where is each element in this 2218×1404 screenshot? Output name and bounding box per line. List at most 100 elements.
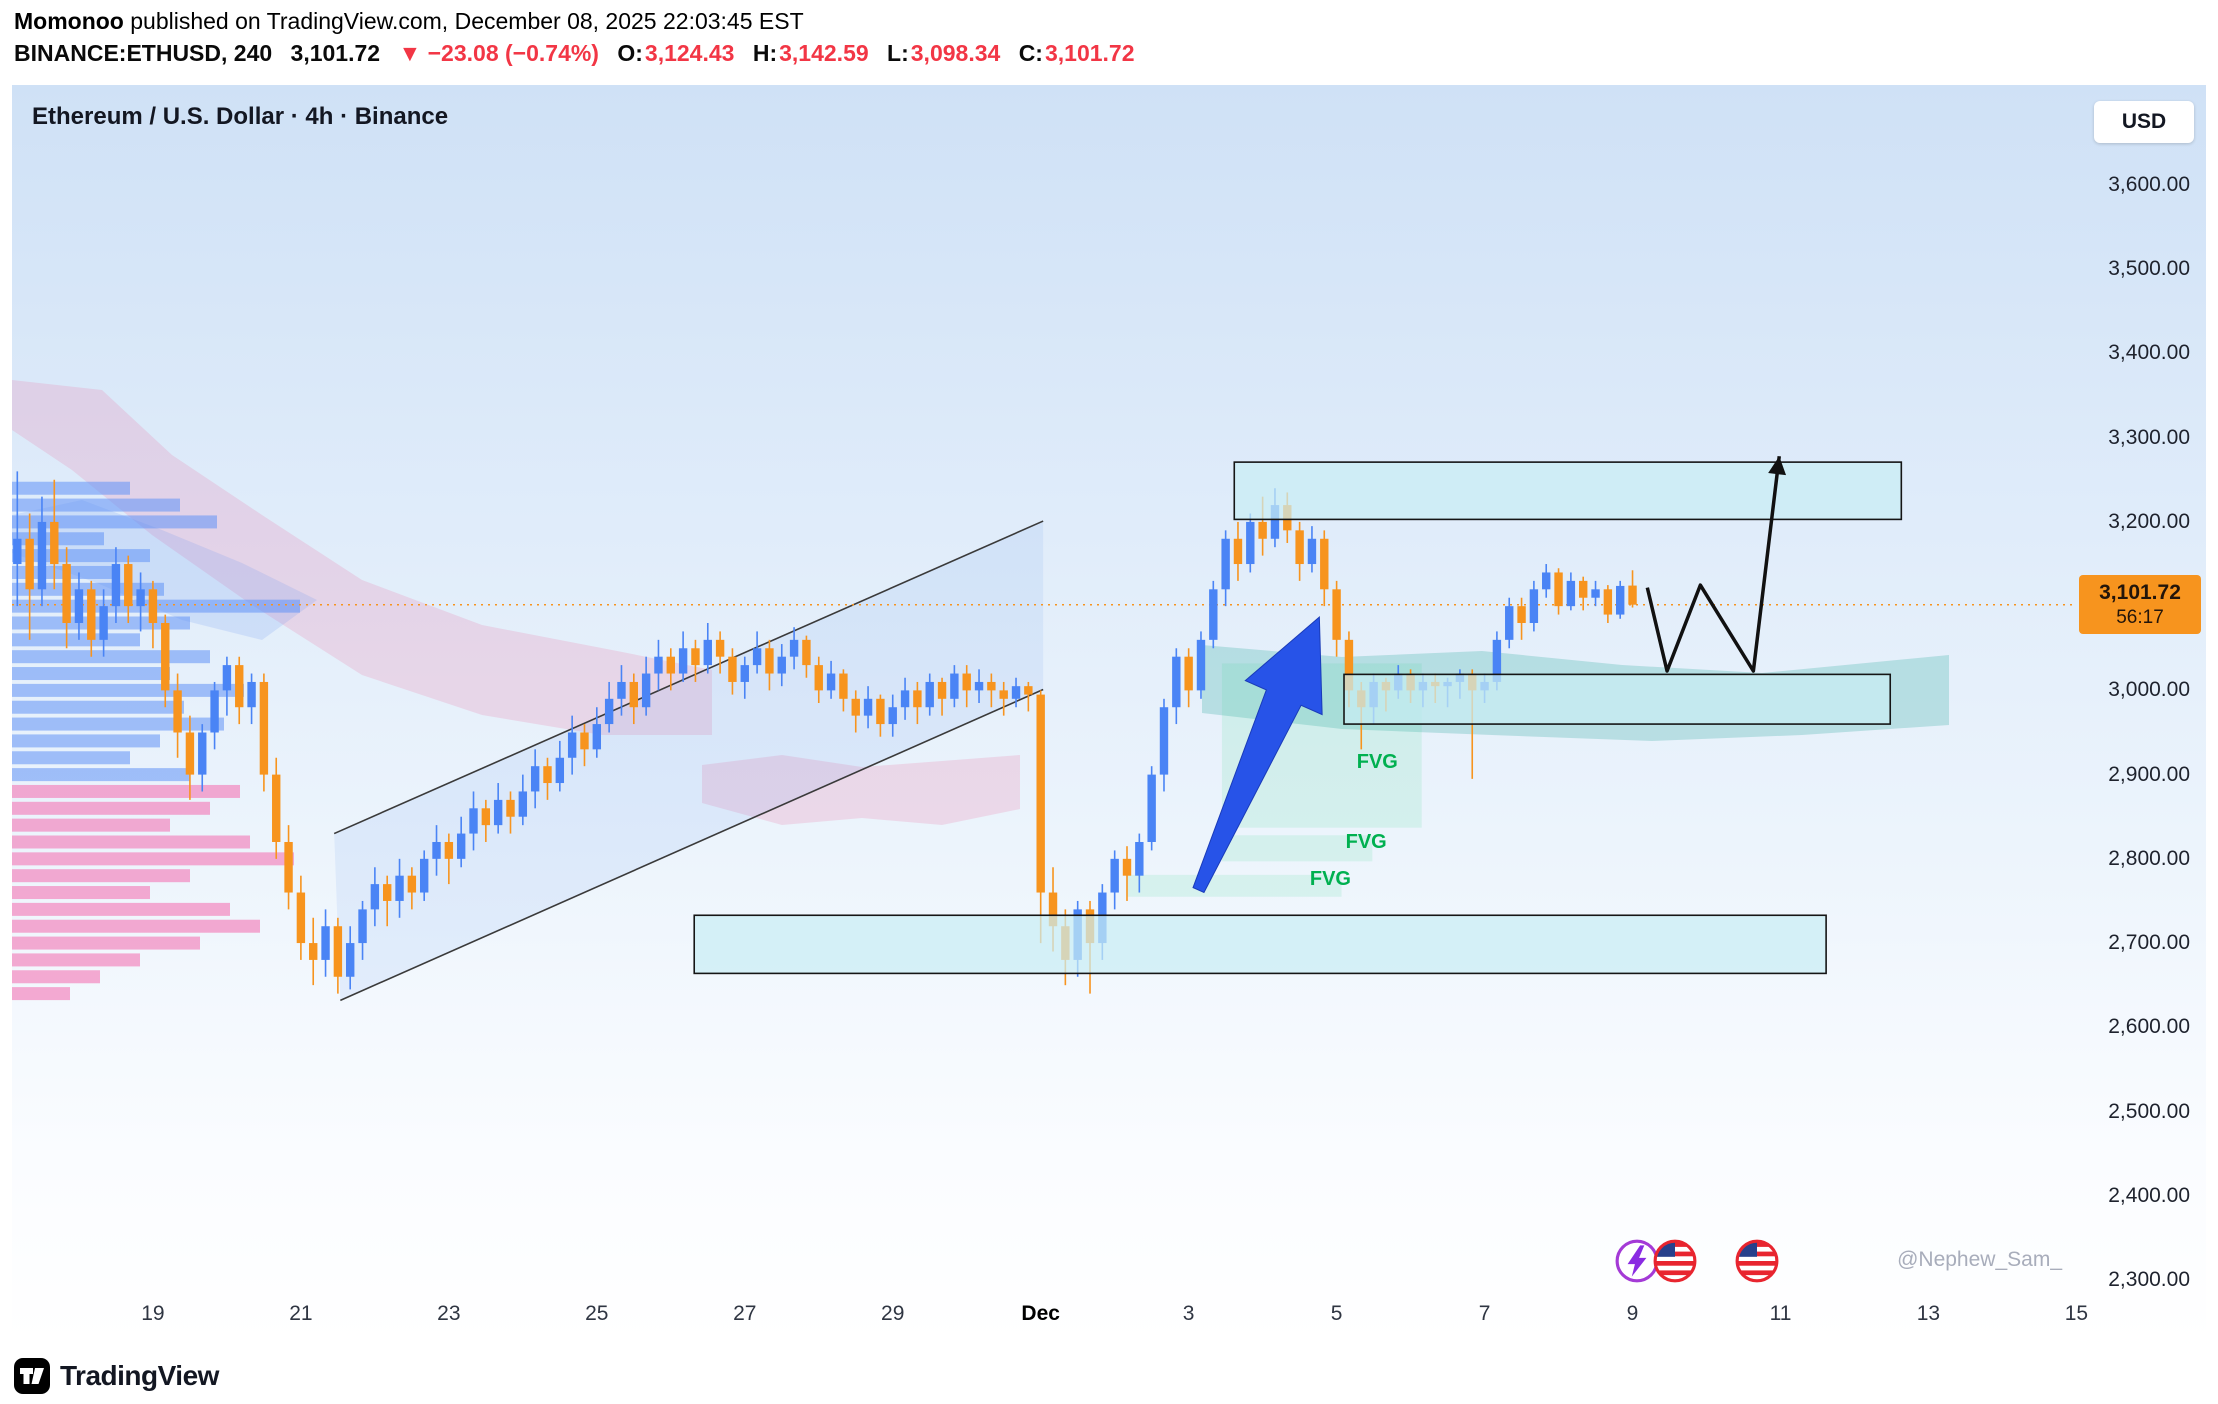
volume-profile-bar: [12, 818, 170, 832]
ichimoku-cloud-pink: [12, 380, 712, 735]
candle-body: [752, 648, 762, 666]
candle-body: [604, 698, 614, 725]
candle-body: [1603, 589, 1613, 615]
time-axis-label: 3: [1182, 1302, 1195, 1325]
us-flag-emoji-icon: [1652, 1238, 1698, 1284]
candle-body: [481, 808, 491, 826]
candle-body: [37, 521, 47, 590]
price-axis-label: 2,400.00: [2108, 1183, 2190, 1207]
candle-body: [826, 673, 836, 691]
price-axis-label: 3,500.00: [2108, 257, 2190, 281]
candle-body: [161, 622, 170, 691]
candle-body: [198, 732, 207, 775]
time-axis-label: 9: [1626, 1302, 1639, 1325]
price-chart-canvas[interactable]: FVG FVG FVG @Nephew_Sam_: [12, 85, 2076, 1288]
volume-profile-bar: [12, 869, 190, 883]
publish-info-text: published on TradingView.com, December 0…: [123, 8, 804, 34]
candle-body: [432, 841, 441, 859]
candle-body: [124, 564, 133, 607]
time-axis-label: 13: [1916, 1302, 1941, 1325]
volume-profile-bar: [12, 751, 130, 765]
candle-body: [321, 926, 330, 960]
candle-body: [974, 681, 984, 691]
candle-body: [1554, 572, 1563, 607]
fvg-zone: [1127, 874, 1342, 897]
candle-body: [937, 681, 947, 699]
time-axis[interactable]: 19 21 23 25 27 29 Dec 3 5 7 9 11 13 15: [12, 1288, 2088, 1343]
us-flag-emoji-icon: [1734, 1238, 1780, 1284]
candle-body: [25, 538, 34, 590]
price-axis-label: 3,400.00: [2108, 341, 2190, 365]
candle-body: [592, 724, 602, 750]
candle-body: [1184, 656, 1193, 691]
candle-body: [814, 665, 823, 691]
candle-body: [777, 656, 786, 674]
low-value: 3,098.34: [910, 40, 1001, 66]
candle-body: [962, 673, 971, 691]
fvg-zone: [1221, 835, 1373, 862]
candle-body: [99, 606, 108, 640]
price-axis-label: 2,500.00: [2108, 1099, 2190, 1123]
candle-body: [580, 732, 589, 750]
price-axis-label: 2,700.00: [2108, 931, 2190, 955]
candle-body: [358, 909, 367, 944]
volume-profile-bar: [12, 852, 294, 866]
candle-body: [1209, 589, 1218, 640]
author-name[interactable]: Momonoo: [14, 8, 124, 34]
candle-body: [210, 690, 219, 733]
candle-body: [87, 589, 96, 640]
chart-area[interactable]: Ethereum / U.S. Dollar · 4h · Binance US…: [12, 85, 2206, 1343]
volume-profile-bar: [12, 970, 100, 984]
price-axis-label: 2,800.00: [2108, 846, 2190, 870]
high-value: 3,142.59: [779, 40, 869, 66]
candle-body: [407, 875, 417, 893]
time-axis-label: 15: [2064, 1302, 2089, 1325]
close-value: 3,101.72: [1044, 40, 1135, 66]
candle-body: [62, 564, 71, 623]
candle-body: [1529, 589, 1539, 623]
supply-zone-box[interactable]: [1233, 461, 1903, 521]
candle-body: [1307, 538, 1317, 565]
time-axis-label: 21: [289, 1302, 313, 1325]
candle-body: [50, 521, 59, 565]
candle-body: [1258, 521, 1267, 539]
candle-body: [1221, 538, 1230, 590]
currency-toggle-button[interactable]: USD: [2094, 101, 2194, 143]
price-axis[interactable]: 3,101.72 56:17 3,600.00 3,500.00 3,400.00 3…: [2076, 85, 2206, 1291]
low-label: L:: [887, 40, 909, 66]
candle-body: [740, 665, 749, 682]
candle-body: [1048, 892, 1058, 927]
projection-path[interactable]: [1645, 456, 1781, 673]
candle-body: [185, 732, 195, 775]
volume-profile-bar: [12, 683, 244, 697]
candle-body: [1233, 538, 1243, 565]
candle-body: [900, 690, 910, 708]
candle-body: [666, 656, 675, 674]
candle-body: [1492, 639, 1502, 682]
candle-body: [1135, 841, 1144, 876]
candle-body: [703, 639, 712, 666]
price-axis-label: 3,600.00: [2108, 173, 2190, 196]
support-zone-box[interactable]: [693, 914, 1827, 975]
volume-profile-bar: [12, 515, 217, 529]
open-value: 3,124.43: [644, 40, 735, 66]
price-axis-label: 3,300.00: [2108, 425, 2190, 449]
candle-body: [950, 673, 959, 699]
bar-countdown-timer: 56:17: [2116, 606, 2164, 628]
demand-zone-box[interactable]: [1343, 673, 1892, 725]
chart-legend-title[interactable]: Ethereum / U.S. Dollar · 4h · Binance: [32, 103, 449, 130]
impulse-arrow[interactable]: [1192, 616, 1323, 894]
candle-body: [629, 681, 638, 708]
volume-profile-bar: [12, 886, 150, 900]
volume-profile-bar: [12, 902, 230, 916]
tradingview-footer-link[interactable]: TradingView: [14, 1358, 219, 1394]
candle-body: [1566, 580, 1576, 607]
candle-body: [419, 858, 429, 893]
candle-body: [999, 690, 1008, 699]
symbol-name[interactable]: BINANCE:ETHUSD, 240: [14, 40, 273, 66]
candle-body: [74, 589, 84, 623]
candle-body: [259, 681, 269, 775]
candle-body: [765, 648, 774, 674]
candle-body: [1270, 505, 1280, 539]
candle-body: [173, 690, 182, 733]
